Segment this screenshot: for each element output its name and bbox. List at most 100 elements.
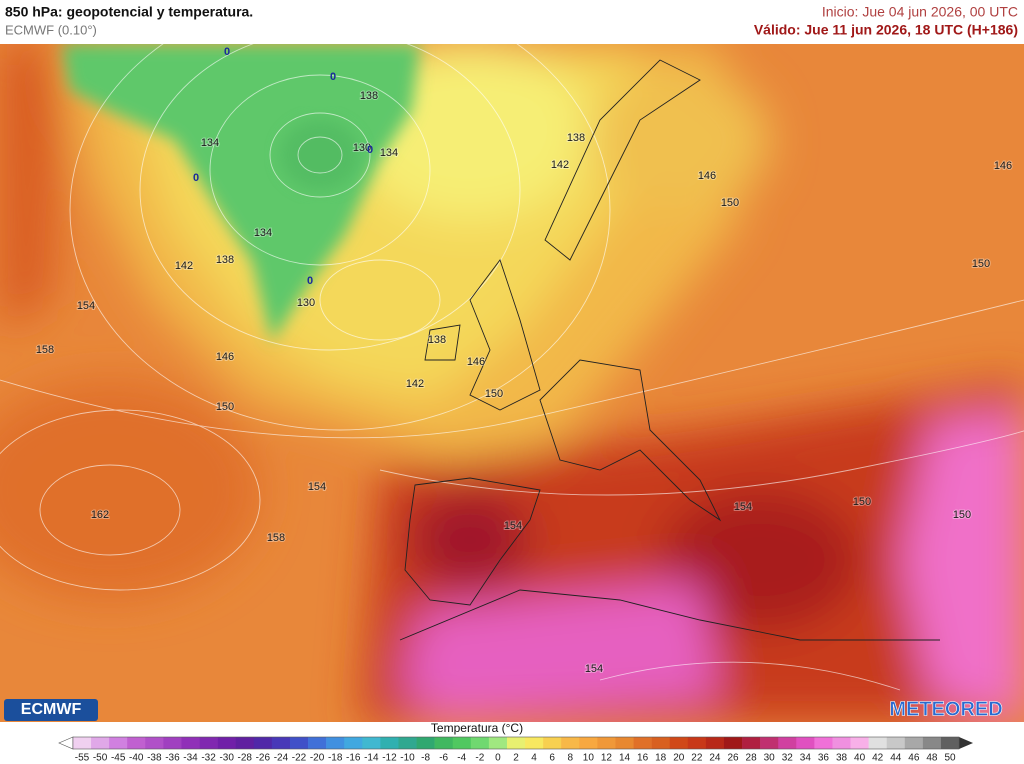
colorbar-swatch	[326, 737, 345, 749]
colorbar-swatch	[72, 737, 92, 749]
logos: ECMWF METEORED	[4, 698, 1003, 721]
isotherm-label: 0	[224, 46, 230, 58]
contour-label: 142	[551, 159, 569, 171]
colorbar-tick-label: 18	[655, 753, 667, 764]
contour-label: 154	[308, 481, 326, 493]
colorbar-tick-label: -14	[364, 753, 379, 764]
colorbar-tick-label: 28	[746, 753, 758, 764]
colorbar-tick-label: 2	[513, 753, 519, 764]
contour-label: 130	[353, 142, 371, 154]
colorbar-swatch	[398, 737, 417, 749]
colorbar-swatch	[308, 737, 327, 749]
colorbar-swatch	[470, 737, 490, 749]
colorbar-swatch	[145, 737, 164, 749]
colorbar-tick-label: 26	[727, 753, 739, 764]
colorbar-swatch	[868, 737, 888, 749]
contour-label: 154	[504, 520, 522, 532]
contour-label: 138	[567, 132, 585, 144]
contour-label: 154	[585, 663, 603, 675]
contour-label: 142	[406, 378, 424, 390]
hot-area	[410, 490, 530, 590]
header: 850 hPa: geopotencial y temperatura. ECM…	[5, 4, 1018, 38]
colorbar-tick-label: -22	[292, 753, 307, 764]
isotherm-label: 0	[307, 275, 313, 287]
colorbar-swatch	[796, 737, 815, 749]
colorbar-swatch	[886, 737, 906, 749]
logo-meteored: METEORED	[889, 698, 1002, 720]
colorbar-swatch	[199, 737, 218, 749]
contour-label: 154	[734, 501, 752, 513]
contour-label: 150	[953, 509, 971, 521]
geopotential-contours	[0, 44, 1024, 691]
colorbar-swatch	[904, 737, 924, 749]
colorbar-swatch	[253, 737, 273, 749]
colorbar-tick-label: -16	[346, 753, 361, 764]
warm-area	[0, 44, 60, 330]
cold-area	[280, 120, 360, 190]
colorbar-swatch	[742, 737, 761, 749]
colorbar-tick-label: 42	[872, 753, 884, 764]
isotherm-label: 0	[367, 144, 373, 156]
contour-label: 134	[380, 147, 398, 159]
colorbar-tick-label: -40	[129, 753, 144, 764]
colorbar-swatch	[452, 737, 472, 749]
colorbar-swatch	[940, 737, 960, 749]
contour-label: 150	[721, 197, 739, 209]
colorbar-tick-label: 22	[691, 753, 703, 764]
contour-label: 150	[853, 496, 871, 508]
colorbar-swatch	[91, 737, 110, 749]
very-hot-area	[400, 580, 720, 722]
colorbar-tick-label: 44	[890, 753, 902, 764]
colorbar-tick-label: -34	[183, 753, 198, 764]
contour-label: 146	[467, 356, 485, 368]
colorbar-tick-label: -8	[421, 753, 430, 764]
colorbar-tick-label: -2	[475, 753, 484, 764]
colorbar-swatch	[416, 737, 435, 749]
colorbar-tick-label: 8	[567, 753, 573, 764]
colorbar-swatch	[814, 737, 833, 749]
isotherm-label: 0	[330, 71, 336, 83]
colorbar-swatch	[235, 737, 255, 749]
colorbar-swatch	[271, 737, 291, 749]
colorbar-tick-label: -20	[310, 753, 325, 764]
colorbar-tick-label: 6	[549, 753, 555, 764]
colorbar-swatch	[922, 737, 942, 749]
contour-label: 162	[91, 509, 109, 521]
colorbar-arrow	[959, 737, 974, 749]
colorbar-swatch	[850, 737, 869, 749]
colorbar-swatch	[362, 737, 381, 749]
colorbar-swatch	[579, 737, 598, 749]
contour-label: 158	[267, 532, 285, 544]
contour-label: 158	[36, 344, 54, 356]
contour-label: 150	[972, 258, 990, 270]
contour-label: 154	[77, 300, 95, 312]
colorbar-tick-label: -45	[111, 753, 126, 764]
colorbar-tick-label: 24	[709, 753, 721, 764]
colorbar-swatch	[778, 737, 797, 749]
colorbar-tick-label: 0	[495, 753, 501, 764]
colorbar-tick-label: 50	[944, 753, 956, 764]
logo-background	[4, 699, 98, 721]
contour-label: 150	[485, 388, 503, 400]
colorbar-swatch	[380, 737, 399, 749]
colorbar-tick-label: -36	[165, 753, 180, 764]
colorbar-tick-label: -32	[201, 753, 216, 764]
colorbar-tick-label: -24	[274, 753, 289, 764]
colorbar-tick-label: -28	[238, 753, 253, 764]
colorbar-swatch	[651, 737, 671, 749]
colorbar-swatch	[543, 737, 562, 749]
colorbar-tick-label: -26	[256, 753, 271, 764]
colorbar-tick-label: 34	[800, 753, 812, 764]
colorbar-tick-label: -12	[382, 753, 397, 764]
colorbar-tick-label: 12	[601, 753, 613, 764]
colorbar-swatch	[525, 737, 544, 749]
colorbar-swatch	[597, 737, 616, 749]
model-label: ECMWF (0.10°)	[5, 22, 97, 37]
mild-area	[590, 70, 770, 210]
colorbar-tick-label: 14	[619, 753, 631, 764]
colorbar-swatch	[289, 737, 309, 749]
init-time: Inicio: Jue 04 jun 2026, 00 UTC	[822, 4, 1018, 20]
contour-label: 150	[216, 401, 234, 413]
